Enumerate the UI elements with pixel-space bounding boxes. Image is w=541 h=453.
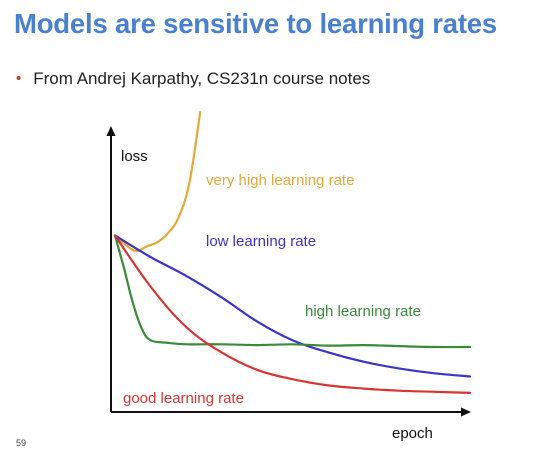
slide-title: Models are sensitive to learning rates: [14, 8, 497, 39]
series-line-good-lr: [113, 234, 472, 394]
bullet-item: • From Andrej Karpathy, CS231n course not…: [16, 68, 370, 90]
series-label-high-lr: high learning rate: [305, 303, 421, 320]
series-line-low-lr: [113, 234, 472, 378]
series-label-very-high-lr: very high learning rate: [206, 172, 354, 189]
y-axis-label: loss: [121, 148, 148, 165]
page-number: 59: [16, 438, 27, 448]
bullet-dot-icon: •: [16, 70, 22, 87]
series-label-low-lr: low learning rate: [206, 233, 316, 250]
x-axis-label: epoch: [392, 425, 433, 442]
y-axis-arrow-icon: [106, 126, 116, 136]
x-axis-arrow-icon: [461, 407, 471, 417]
series-line-high-lr: [113, 234, 472, 349]
series-label-good-lr: good learning rate: [123, 390, 244, 407]
bullet-text: From Andrej Karpathy, CS231n course note…: [33, 69, 371, 88]
series-line-very-high-lr: [113, 110, 202, 253]
